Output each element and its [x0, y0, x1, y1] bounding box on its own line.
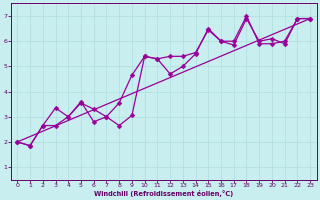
- X-axis label: Windchill (Refroidissement éolien,°C): Windchill (Refroidissement éolien,°C): [94, 190, 233, 197]
